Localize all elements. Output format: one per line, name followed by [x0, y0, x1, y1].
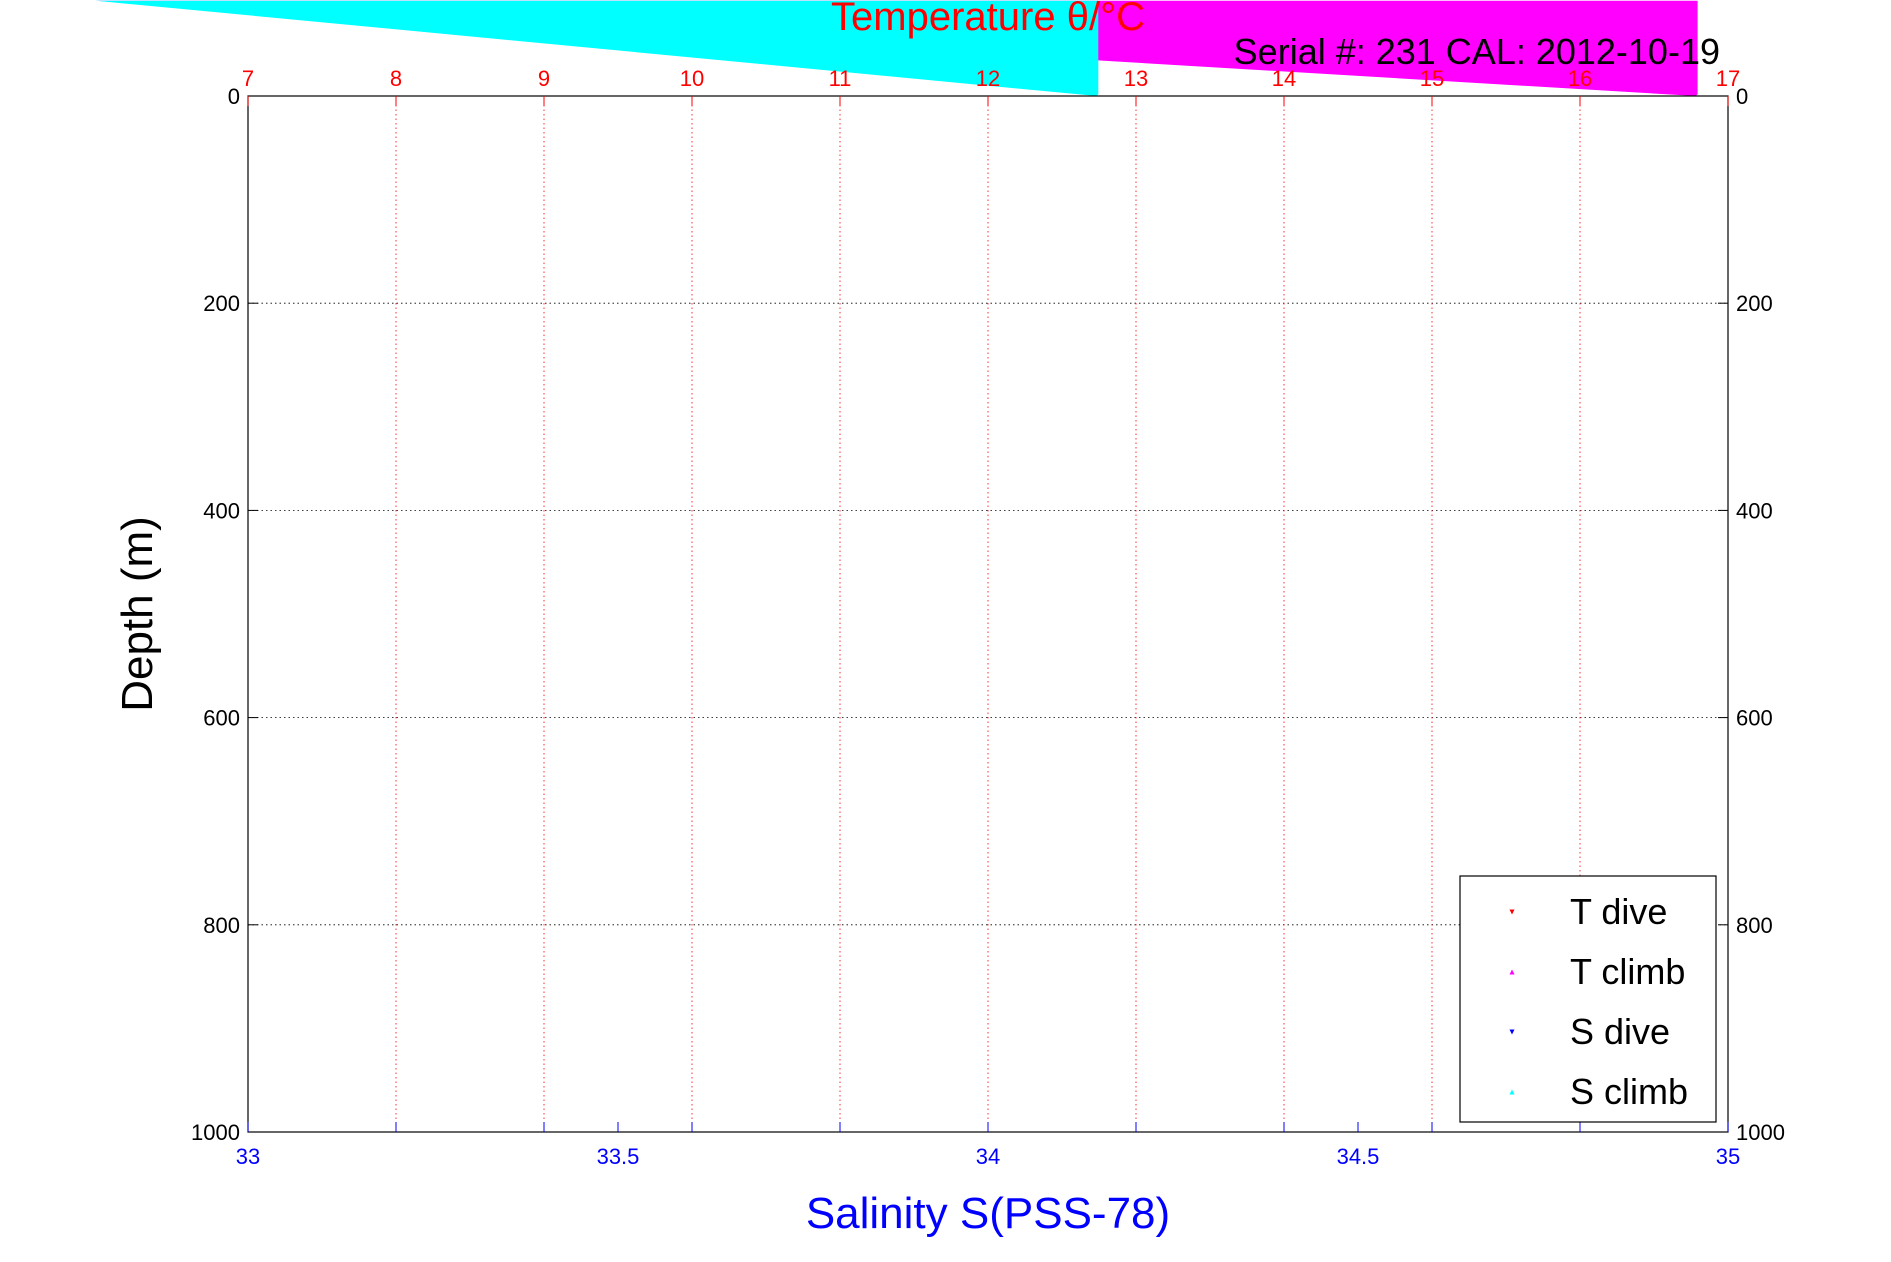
- x-bottom-tick-label: 35: [1716, 1144, 1740, 1169]
- x-top-tick-label: 13: [1124, 66, 1148, 91]
- x-bottom-tick-label: 34.5: [1337, 1144, 1380, 1169]
- data-series: [96, 0, 1698, 97]
- y-tick-label-right: 200: [1736, 291, 1773, 316]
- y-tick-label-left: 0: [228, 84, 240, 109]
- x-top-tick-label: 7: [242, 66, 254, 91]
- x-top-tick-label: 11: [829, 66, 852, 91]
- series-s-climb: [96, 0, 1099, 97]
- y-tick-label-left: 200: [203, 291, 240, 316]
- series-markers: [1208, 0, 1211, 95]
- y-tick-label-right: 600: [1736, 706, 1773, 731]
- y-tick-label-left: 600: [203, 706, 240, 731]
- legend-label: T dive: [1570, 891, 1667, 932]
- y-tick-label-right: 0: [1736, 84, 1748, 109]
- y-tick-label-left: 400: [203, 498, 240, 523]
- axes: 0 0 200 200 400 400 600 600 800 800 1000 1000 7 8 9 10 1…: [191, 66, 1785, 1169]
- chart-title: Temperature θ/°C: [831, 0, 1145, 39]
- legend-marker: [1509, 1029, 1515, 1035]
- x-top-tick-label: 17: [1716, 66, 1740, 91]
- y-axis-label: Depth (m): [113, 516, 162, 712]
- series-s-dive: [1208, 0, 1211, 95]
- x-top-tick-label: 8: [390, 66, 402, 91]
- x-bottom-tick-label: 33: [236, 1144, 260, 1169]
- x-top-tick-label: 10: [680, 66, 704, 91]
- chart-subtitle: Serial #: 231 CAL: 2012-10-19: [1234, 31, 1720, 72]
- x-top-tick-label: 9: [538, 66, 550, 91]
- y-tick-label-right: 400: [1736, 498, 1773, 523]
- x-top-tick-label: 14: [1272, 66, 1296, 91]
- legend-label: S dive: [1570, 1011, 1670, 1052]
- y-tick-label-left: 1000: [191, 1120, 240, 1145]
- x-top-tick-label: 15: [1420, 66, 1444, 91]
- y-tick-label-right: 1000: [1736, 1120, 1785, 1145]
- legend-label: S climb: [1570, 1071, 1688, 1112]
- x-top-tick-label: 12: [976, 66, 1000, 91]
- x-axis-bottom-label: Salinity S(PSS-78): [806, 1189, 1170, 1238]
- x-bottom-tick-label: 33.5: [597, 1144, 640, 1169]
- legend-marker: [1509, 1089, 1515, 1095]
- x-bottom-tick-label: 34: [976, 1144, 1000, 1169]
- legend-marker: [1509, 909, 1515, 915]
- legend-marker: [1509, 969, 1515, 975]
- y-tick-label-right: 800: [1736, 913, 1773, 938]
- legend: T dive T climb S dive S climb: [1459, 875, 1717, 1123]
- legend-box: [1459, 875, 1717, 1123]
- x-top-tick-label: 16: [1568, 66, 1592, 91]
- y-tick-label-left: 800: [203, 913, 240, 938]
- legend-label: T climb: [1570, 951, 1685, 992]
- series-markers: [96, 0, 1099, 97]
